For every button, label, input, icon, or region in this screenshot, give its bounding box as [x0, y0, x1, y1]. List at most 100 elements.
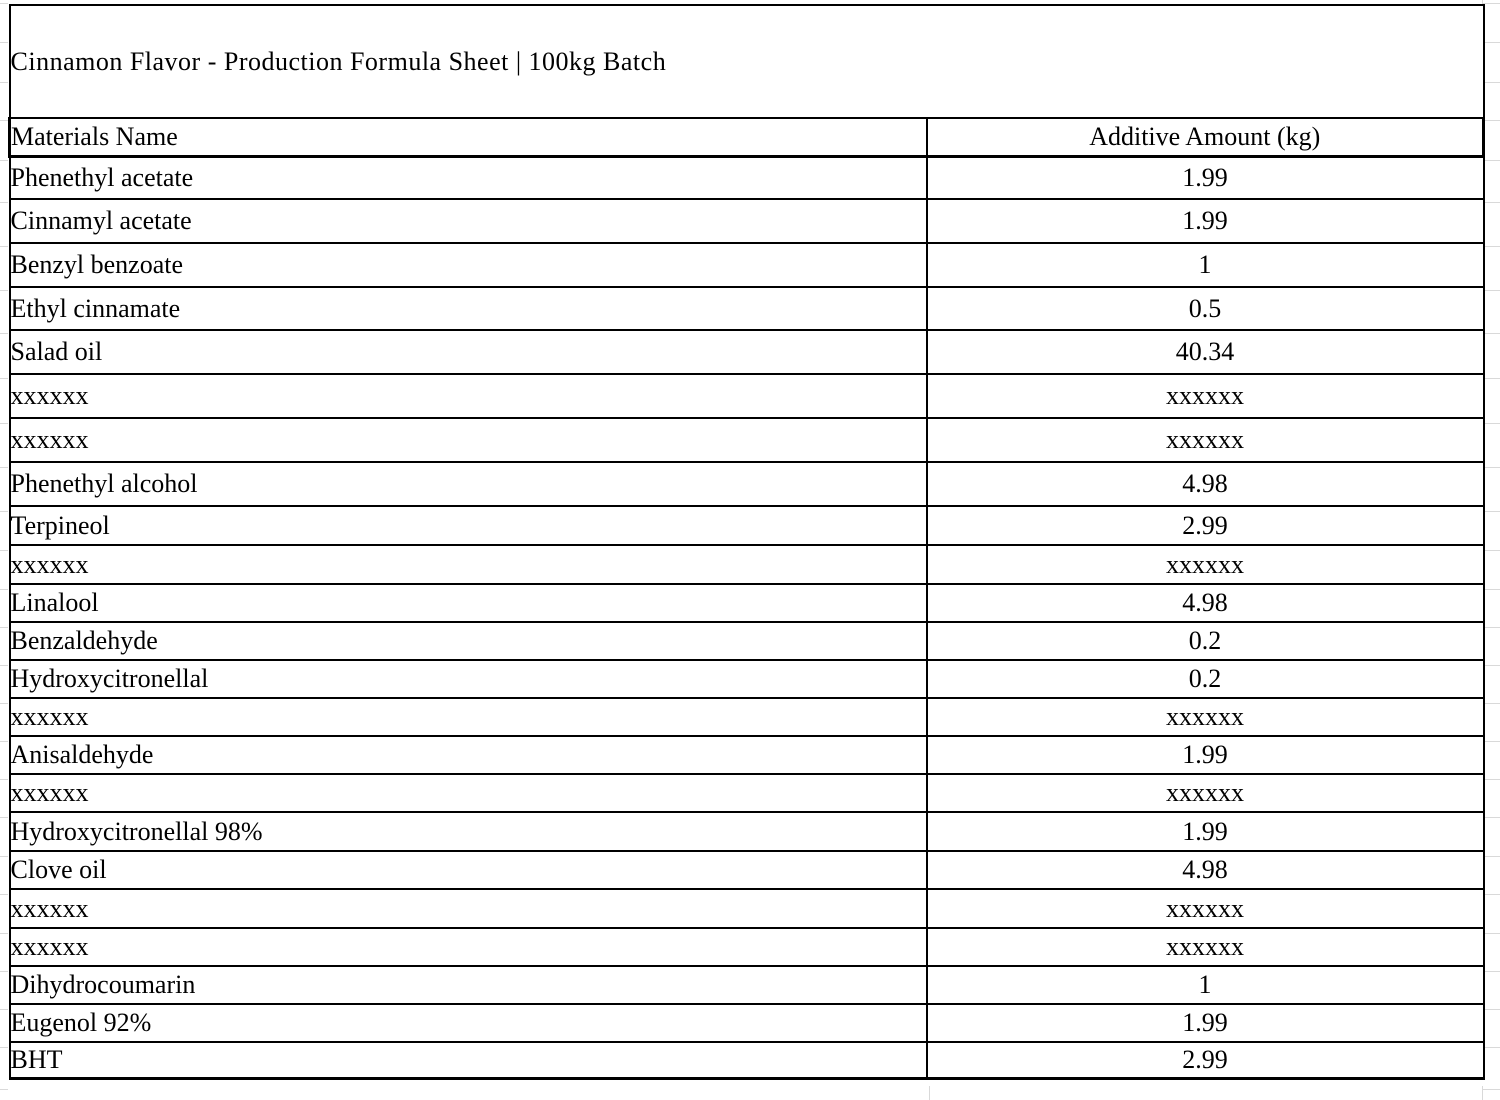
amount-cell[interactable]: 0.2 — [925, 659, 1485, 699]
column-header-materials-name[interactable]: Materials Name — [8, 117, 928, 158]
column-header-additive-amount[interactable]: Additive Amount (kg) — [925, 117, 1486, 158]
formula-table: Cinnamon Flavor - Production Formula She… — [8, 4, 1486, 1080]
material-name-cell[interactable]: xxxxxx — [8, 373, 928, 419]
gridline — [1482, 1009, 1500, 1010]
gridline — [0, 779, 8, 780]
table-row: Anisaldehyde 1.99 — [8, 735, 1485, 775]
gridline — [0, 333, 8, 334]
material-name-cell[interactable]: Phenethyl alcohol — [8, 461, 928, 507]
table-row: BHT 2.99 — [8, 1041, 1485, 1080]
amount-cell[interactable]: xxxxxx — [925, 544, 1485, 585]
gridline — [1482, 160, 1500, 161]
material-name-cell[interactable]: Benzaldehyde — [8, 621, 928, 661]
gridline — [0, 627, 8, 628]
amount-cell[interactable]: 0.2 — [925, 621, 1485, 661]
amount-cell[interactable]: 1.99 — [925, 811, 1485, 852]
gridline — [0, 1009, 8, 1010]
material-name-cell[interactable]: Cinnamyl acetate — [8, 198, 928, 244]
table-row: xxxxxx xxxxxx — [8, 773, 1485, 813]
gridline — [0, 550, 8, 551]
gridline — [1482, 1047, 1500, 1048]
material-name-cell[interactable]: Phenethyl acetate — [8, 155, 928, 200]
table-row: xxxxxx xxxxxx — [8, 927, 1485, 967]
amount-cell[interactable]: 1.99 — [925, 1003, 1485, 1043]
gridline — [1482, 817, 1500, 818]
material-name-cell[interactable]: Eugenol 92% — [8, 1003, 928, 1043]
material-name-cell[interactable]: xxxxxx — [8, 417, 928, 463]
amount-cell[interactable]: xxxxxx — [925, 888, 1485, 929]
gridline — [0, 589, 8, 590]
material-name-cell[interactable]: Hydroxycitronellal — [8, 659, 928, 699]
gridline — [0, 894, 8, 895]
table-row: Hydroxycitronellal 0.2 — [8, 659, 1485, 699]
amount-cell[interactable]: 1.99 — [925, 735, 1485, 775]
table-row: Dihydrocoumarin 1 — [8, 965, 1485, 1005]
table-row: Salad oil 40.34 — [8, 329, 1485, 375]
material-name-cell[interactable]: xxxxxx — [8, 888, 928, 929]
amount-cell[interactable]: 1 — [925, 965, 1485, 1005]
material-name-cell[interactable]: Ethyl cinnamate — [8, 286, 928, 331]
gridline — [1482, 290, 1500, 291]
gridline — [0, 290, 8, 291]
amount-cell[interactable]: xxxxxx — [925, 773, 1485, 813]
gridline — [0, 120, 8, 121]
gridline — [1482, 703, 1500, 704]
material-name-cell[interactable]: Salad oil — [8, 329, 928, 375]
amount-cell[interactable]: 4.98 — [925, 461, 1485, 507]
gridline — [0, 933, 8, 934]
gridline — [0, 378, 8, 379]
gridline — [0, 82, 8, 83]
material-name-cell[interactable]: Terpineol — [8, 505, 928, 546]
material-name-cell[interactable]: Benzyl benzoate — [8, 242, 928, 288]
material-name-cell[interactable]: Hydroxycitronellal 98% — [8, 811, 928, 852]
table-row: Eugenol 92% 1.99 — [8, 1003, 1485, 1043]
sheet-body: Cinnamon Flavor - Production Formula She… — [8, 4, 1486, 1080]
table-row: xxxxxx xxxxxx — [8, 697, 1485, 737]
table-row: Clove oil 4.98 — [8, 850, 1485, 890]
table-row: xxxxxx xxxxxx — [8, 888, 1485, 929]
amount-cell[interactable]: 1.99 — [925, 198, 1485, 244]
table-row: Linalool 4.98 — [8, 583, 1485, 623]
gridline — [0, 971, 8, 972]
amount-cell[interactable]: 4.98 — [925, 850, 1485, 890]
amount-cell[interactable]: 2.99 — [925, 1041, 1485, 1080]
material-name-cell[interactable]: xxxxxx — [8, 773, 928, 813]
gridline — [1482, 246, 1500, 247]
gridline — [929, 1086, 930, 1100]
gridline — [1482, 856, 1500, 857]
material-name-cell[interactable]: Anisaldehyde — [8, 735, 928, 775]
gridline — [1482, 0, 1483, 4]
amount-cell[interactable]: xxxxxx — [925, 927, 1485, 967]
amount-cell[interactable]: xxxxxx — [925, 697, 1485, 737]
gridline — [1482, 627, 1500, 628]
table-row: xxxxxx xxxxxx — [8, 373, 1485, 419]
material-name-cell[interactable]: xxxxxx — [8, 927, 928, 967]
gridline — [1482, 1086, 1483, 1100]
gridline — [1482, 42, 1500, 43]
material-name-cell[interactable]: xxxxxx — [8, 697, 928, 737]
amount-cell[interactable]: 1.99 — [925, 155, 1485, 200]
amount-cell[interactable]: xxxxxx — [925, 373, 1485, 419]
gridline — [1482, 120, 1500, 121]
sheet-title-cell[interactable]: Cinnamon Flavor - Production Formula She… — [8, 4, 1485, 119]
amount-cell[interactable]: 2.99 — [925, 505, 1485, 546]
material-name-cell[interactable]: Clove oil — [8, 850, 928, 890]
amount-cell[interactable]: 4.98 — [925, 583, 1485, 623]
header-row: Materials Name Additive Amount (kg) — [8, 117, 1486, 158]
gridline — [1482, 467, 1500, 468]
gridline — [0, 817, 8, 818]
material-name-cell[interactable]: Dihydrocoumarin — [8, 965, 928, 1005]
material-name-cell[interactable]: xxxxxx — [8, 544, 928, 585]
amount-cell[interactable]: 40.34 — [925, 329, 1485, 375]
amount-cell[interactable]: 1 — [925, 242, 1485, 288]
gridline — [0, 246, 8, 247]
gridline — [1482, 665, 1500, 666]
gridline — [1482, 511, 1500, 512]
amount-cell[interactable]: 0.5 — [925, 286, 1485, 331]
gridline — [1482, 3, 1500, 4]
amount-cell[interactable]: xxxxxx — [925, 417, 1485, 463]
material-name-cell[interactable]: Linalool — [8, 583, 928, 623]
material-name-cell[interactable]: BHT — [8, 1041, 928, 1080]
gridline — [0, 42, 8, 43]
